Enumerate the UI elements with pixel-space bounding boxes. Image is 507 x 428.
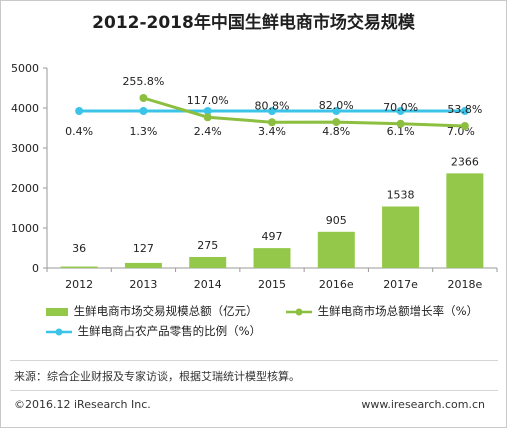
x-tick-label: 2012: [65, 278, 93, 291]
y-tick-label: 4000: [11, 102, 39, 115]
growth-point: [139, 94, 148, 102]
chart-title: 2012-2018年中国生鲜电商市场交易规模: [92, 13, 415, 33]
y-tick-label: 5000: [11, 62, 39, 75]
growth-point: [332, 118, 341, 127]
share-point: [75, 107, 84, 115]
share-value-label: 0.4%: [65, 125, 93, 138]
share-value-label: 4.8%: [322, 125, 350, 138]
bar: [382, 206, 420, 268]
legend-label-bar: 生鲜电商市场交易规模总额（亿元）: [73, 304, 258, 318]
source-note: 来源：综合企业财报及专家访谈，根据艾瑞统计模型核算。: [14, 370, 300, 383]
growth-value-label: 255.8%: [122, 75, 164, 88]
x-tick-label: 2016e: [319, 278, 354, 291]
growth-value-label: 117.0%: [187, 94, 229, 107]
bar: [446, 173, 484, 268]
growth-point: [203, 113, 212, 122]
share-point: [203, 107, 212, 115]
x-tick-label: 2017e: [383, 278, 418, 291]
legend-swatch-growth: [286, 308, 312, 315]
y-tick-label: 3000: [11, 142, 39, 155]
legend-label-growth: 生鲜电商市场总额增长率（%）: [317, 304, 479, 318]
growth-point: [460, 122, 469, 130]
growth-value-label: 70.0%: [383, 101, 418, 114]
legend-label-share: 生鲜电商占农产品零售的比例（%）: [77, 324, 262, 338]
bar-value-label: 36: [72, 242, 86, 255]
footer-divider-bottom: [10, 390, 498, 391]
share-point: [332, 107, 341, 115]
bar: [60, 266, 98, 268]
bar: [317, 231, 355, 268]
footer-divider-top: [10, 360, 498, 361]
y-tick-label: 0: [32, 262, 39, 275]
y-tick-label: 1000: [11, 222, 39, 235]
chart-canvas: 0 1000 2000 3000 4000 5000 2012 2013 2014 2015 201…: [11, 62, 498, 291]
share-value-label: 6.1%: [387, 125, 415, 138]
website-text: www.iresearch.com.cn: [361, 398, 485, 411]
legend-item-growth: 生鲜电商市场总额增长率（%）: [286, 303, 478, 319]
bar-value-label: 905: [326, 214, 347, 227]
share-point: [139, 107, 148, 115]
legend-swatch-share: [46, 328, 72, 335]
copyright-text: ©2016.12 iResearch Inc.: [14, 398, 151, 411]
legend-item-bar: 生鲜电商市场交易规模总额（亿元）: [46, 303, 258, 319]
share-value-label: 2.4%: [194, 125, 222, 138]
growth-point: [396, 119, 405, 128]
bar: [124, 262, 162, 268]
bar-value-label: 497: [262, 230, 283, 243]
bar-value-label: 2366: [451, 155, 479, 168]
bar-value-label: 1538: [387, 188, 415, 201]
bar-value-label: 127: [133, 242, 154, 255]
share-point: [460, 107, 469, 115]
growth-value-label: 53.8%: [447, 103, 482, 116]
x-tick-label: 2014: [194, 278, 222, 291]
growth-value-label: 80.8%: [255, 99, 290, 112]
growth-point: [268, 118, 276, 127]
x-tick-label: 2013: [129, 278, 157, 291]
share-point: [396, 107, 405, 115]
growth-line: [142, 96, 465, 128]
y-tick-label: 2000: [11, 182, 39, 195]
share-value-label: 1.3%: [129, 125, 157, 138]
x-tick-label: 2018e: [447, 278, 482, 291]
share-point: [268, 107, 276, 115]
bar: [189, 257, 227, 268]
legend-item-share: 生鲜电商占农产品零售的比例（%）: [46, 323, 261, 339]
growth-value-label: 82.0%: [319, 99, 354, 112]
bar: [253, 248, 291, 268]
share-value-label: 3.4%: [258, 125, 286, 138]
legend-swatch-bar: [46, 307, 68, 316]
x-tick-label: 2015: [258, 278, 286, 291]
bar-value-label: 275: [197, 239, 218, 252]
